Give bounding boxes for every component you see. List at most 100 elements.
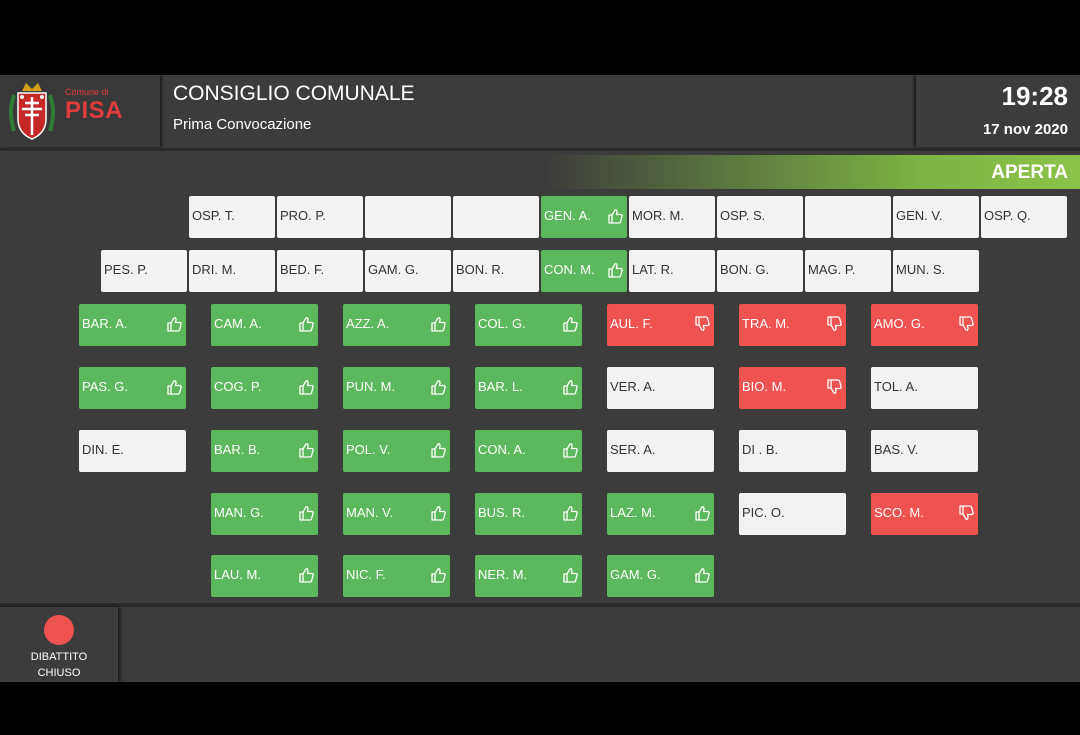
seat-name: BAS. V. — [874, 442, 919, 457]
seat-3-2: PUN. M. — [343, 367, 450, 409]
seat-2-0: BAR. A. — [79, 304, 186, 346]
seat-name: LAU. M. — [214, 567, 261, 582]
seat-name: COG. P. — [214, 379, 262, 394]
seat-4-4: SER. A. — [607, 430, 714, 472]
clock-date: 17 nov 2020 — [982, 121, 1068, 138]
seat-name: LAT. R. — [632, 262, 674, 277]
seat-1-2: BED. F. — [277, 250, 363, 292]
thumbs-up-icon — [299, 568, 314, 583]
seat-4-2: POL. V. — [343, 430, 450, 472]
thumbs-down-icon — [827, 379, 842, 394]
seat-name: AMO. G. — [874, 316, 925, 331]
seat-name: PUN. M. — [346, 379, 396, 394]
seat-1-4: BON. R. — [453, 250, 539, 292]
seat-3-3: BAR. L. — [475, 367, 582, 409]
seat-0-7 — [805, 196, 891, 238]
header-divider — [0, 148, 1080, 151]
crest-icon — [9, 83, 55, 140]
footer-divider — [0, 603, 1080, 607]
seat-2-6: AMO. G. — [871, 304, 978, 346]
seat-3-1: COG. P. — [211, 367, 318, 409]
seat-0-6: OSP. S. — [717, 196, 803, 238]
seat-5-5: SCO. M. — [871, 493, 978, 535]
seat-name: PAS. G. — [82, 379, 128, 394]
thumbs-up-icon — [431, 380, 446, 395]
seat-name: AUL. F. — [610, 316, 653, 331]
logo-box: Comune di PISA — [0, 75, 160, 147]
seat-0-3 — [453, 196, 539, 238]
seat-3-5: BIO. M. — [739, 367, 846, 409]
seat-name: AZZ. A. — [346, 316, 390, 331]
title-box: CONSIGLIO COMUNALE Prima Convocazione — [163, 75, 913, 147]
seat-name: GEN. A. — [544, 208, 591, 223]
seat-2-1: CAM. A. — [211, 304, 318, 346]
seat-name: LAZ. M. — [610, 505, 656, 520]
seat-name: BAR. A. — [82, 316, 128, 331]
thumbs-up-icon — [431, 506, 446, 521]
seat-name: BIO. M. — [742, 379, 787, 394]
seat-4-3: CON. A. — [475, 430, 582, 472]
seat-4-6: BAS. V. — [871, 430, 978, 472]
seat-name: BON. G. — [720, 262, 770, 277]
seat-name: MAN. V. — [346, 505, 394, 520]
page-subtitle: Prima Convocazione — [173, 116, 312, 133]
seat-name: BAR. L. — [478, 379, 523, 394]
thumbs-up-icon — [563, 568, 578, 583]
seat-0-4: GEN. A. — [541, 196, 627, 238]
thumbs-up-icon — [299, 380, 314, 395]
seat-name: MUN. S. — [896, 262, 946, 277]
seat-name: BED. F. — [280, 262, 325, 277]
thumbs-down-icon — [959, 316, 974, 331]
thumbs-up-icon — [167, 317, 182, 332]
seat-1-9: MUN. S. — [893, 250, 979, 292]
thumbs-up-icon — [167, 380, 182, 395]
thumbs-up-icon — [431, 443, 446, 458]
thumbs-up-icon — [608, 263, 623, 278]
seat-5-4: PIC. O. — [739, 493, 846, 535]
debate-status-label-2: CHIUSO — [37, 667, 81, 679]
logo-city-name: PISA — [65, 97, 124, 124]
seat-3-6: TOL. A. — [871, 367, 978, 409]
seat-name: CAM. A. — [214, 316, 262, 331]
seat-1-7: BON. G. — [717, 250, 803, 292]
thumbs-up-icon — [563, 317, 578, 332]
seat-name: CON. M. — [544, 262, 595, 277]
seat-name: OSP. Q. — [984, 208, 1031, 223]
seat-name: MOR. M. — [632, 208, 684, 223]
seat-name: GAM. G. — [610, 567, 661, 582]
thumbs-up-icon — [431, 568, 446, 583]
seat-name: COL. G. — [478, 316, 526, 331]
seat-name: NIC. F. — [346, 567, 386, 582]
thumbs-up-icon — [299, 506, 314, 521]
page-title: CONSIGLIO COMUNALE — [173, 82, 415, 105]
seat-0-9: OSP. Q. — [981, 196, 1067, 238]
seat-0-5: MOR. M. — [629, 196, 715, 238]
seat-name: GAM. G. — [368, 262, 419, 277]
thumbs-down-icon — [695, 316, 710, 331]
seat-name: BUS. R. — [478, 505, 525, 520]
thumbs-up-icon — [695, 506, 710, 521]
seat-name: VER. A. — [610, 379, 656, 394]
seat-0-0: OSP. T. — [189, 196, 275, 238]
seat-name: CON. A. — [478, 442, 526, 457]
seat-0-8: GEN. V. — [893, 196, 979, 238]
session-status-label: APERTA — [991, 162, 1068, 183]
seat-4-1: BAR. B. — [211, 430, 318, 472]
thumbs-up-icon — [563, 380, 578, 395]
seat-name: TRA. M. — [742, 316, 790, 331]
seat-1-3: GAM. G. — [365, 250, 451, 292]
council-screen: Comune di PISA CONSIGLIO COMUNALE Prima … — [0, 75, 1080, 682]
seat-name: MAN. G. — [214, 505, 264, 520]
seat-4-0: DIN. E. — [79, 430, 186, 472]
seat-4-5: DI . B. — [739, 430, 846, 472]
seat-5-2: BUS. R. — [475, 493, 582, 535]
thumbs-up-icon — [299, 443, 314, 458]
thumbs-up-icon — [608, 209, 623, 224]
seat-name: POL. V. — [346, 442, 391, 457]
seat-5-3: LAZ. M. — [607, 493, 714, 535]
seat-name: BAR. B. — [214, 442, 261, 457]
seat-name: PES. P. — [104, 262, 148, 277]
seat-name: OSP. T. — [192, 208, 235, 223]
seat-1-0: PES. P. — [101, 250, 187, 292]
seat-name: MAG. P. — [808, 262, 856, 277]
